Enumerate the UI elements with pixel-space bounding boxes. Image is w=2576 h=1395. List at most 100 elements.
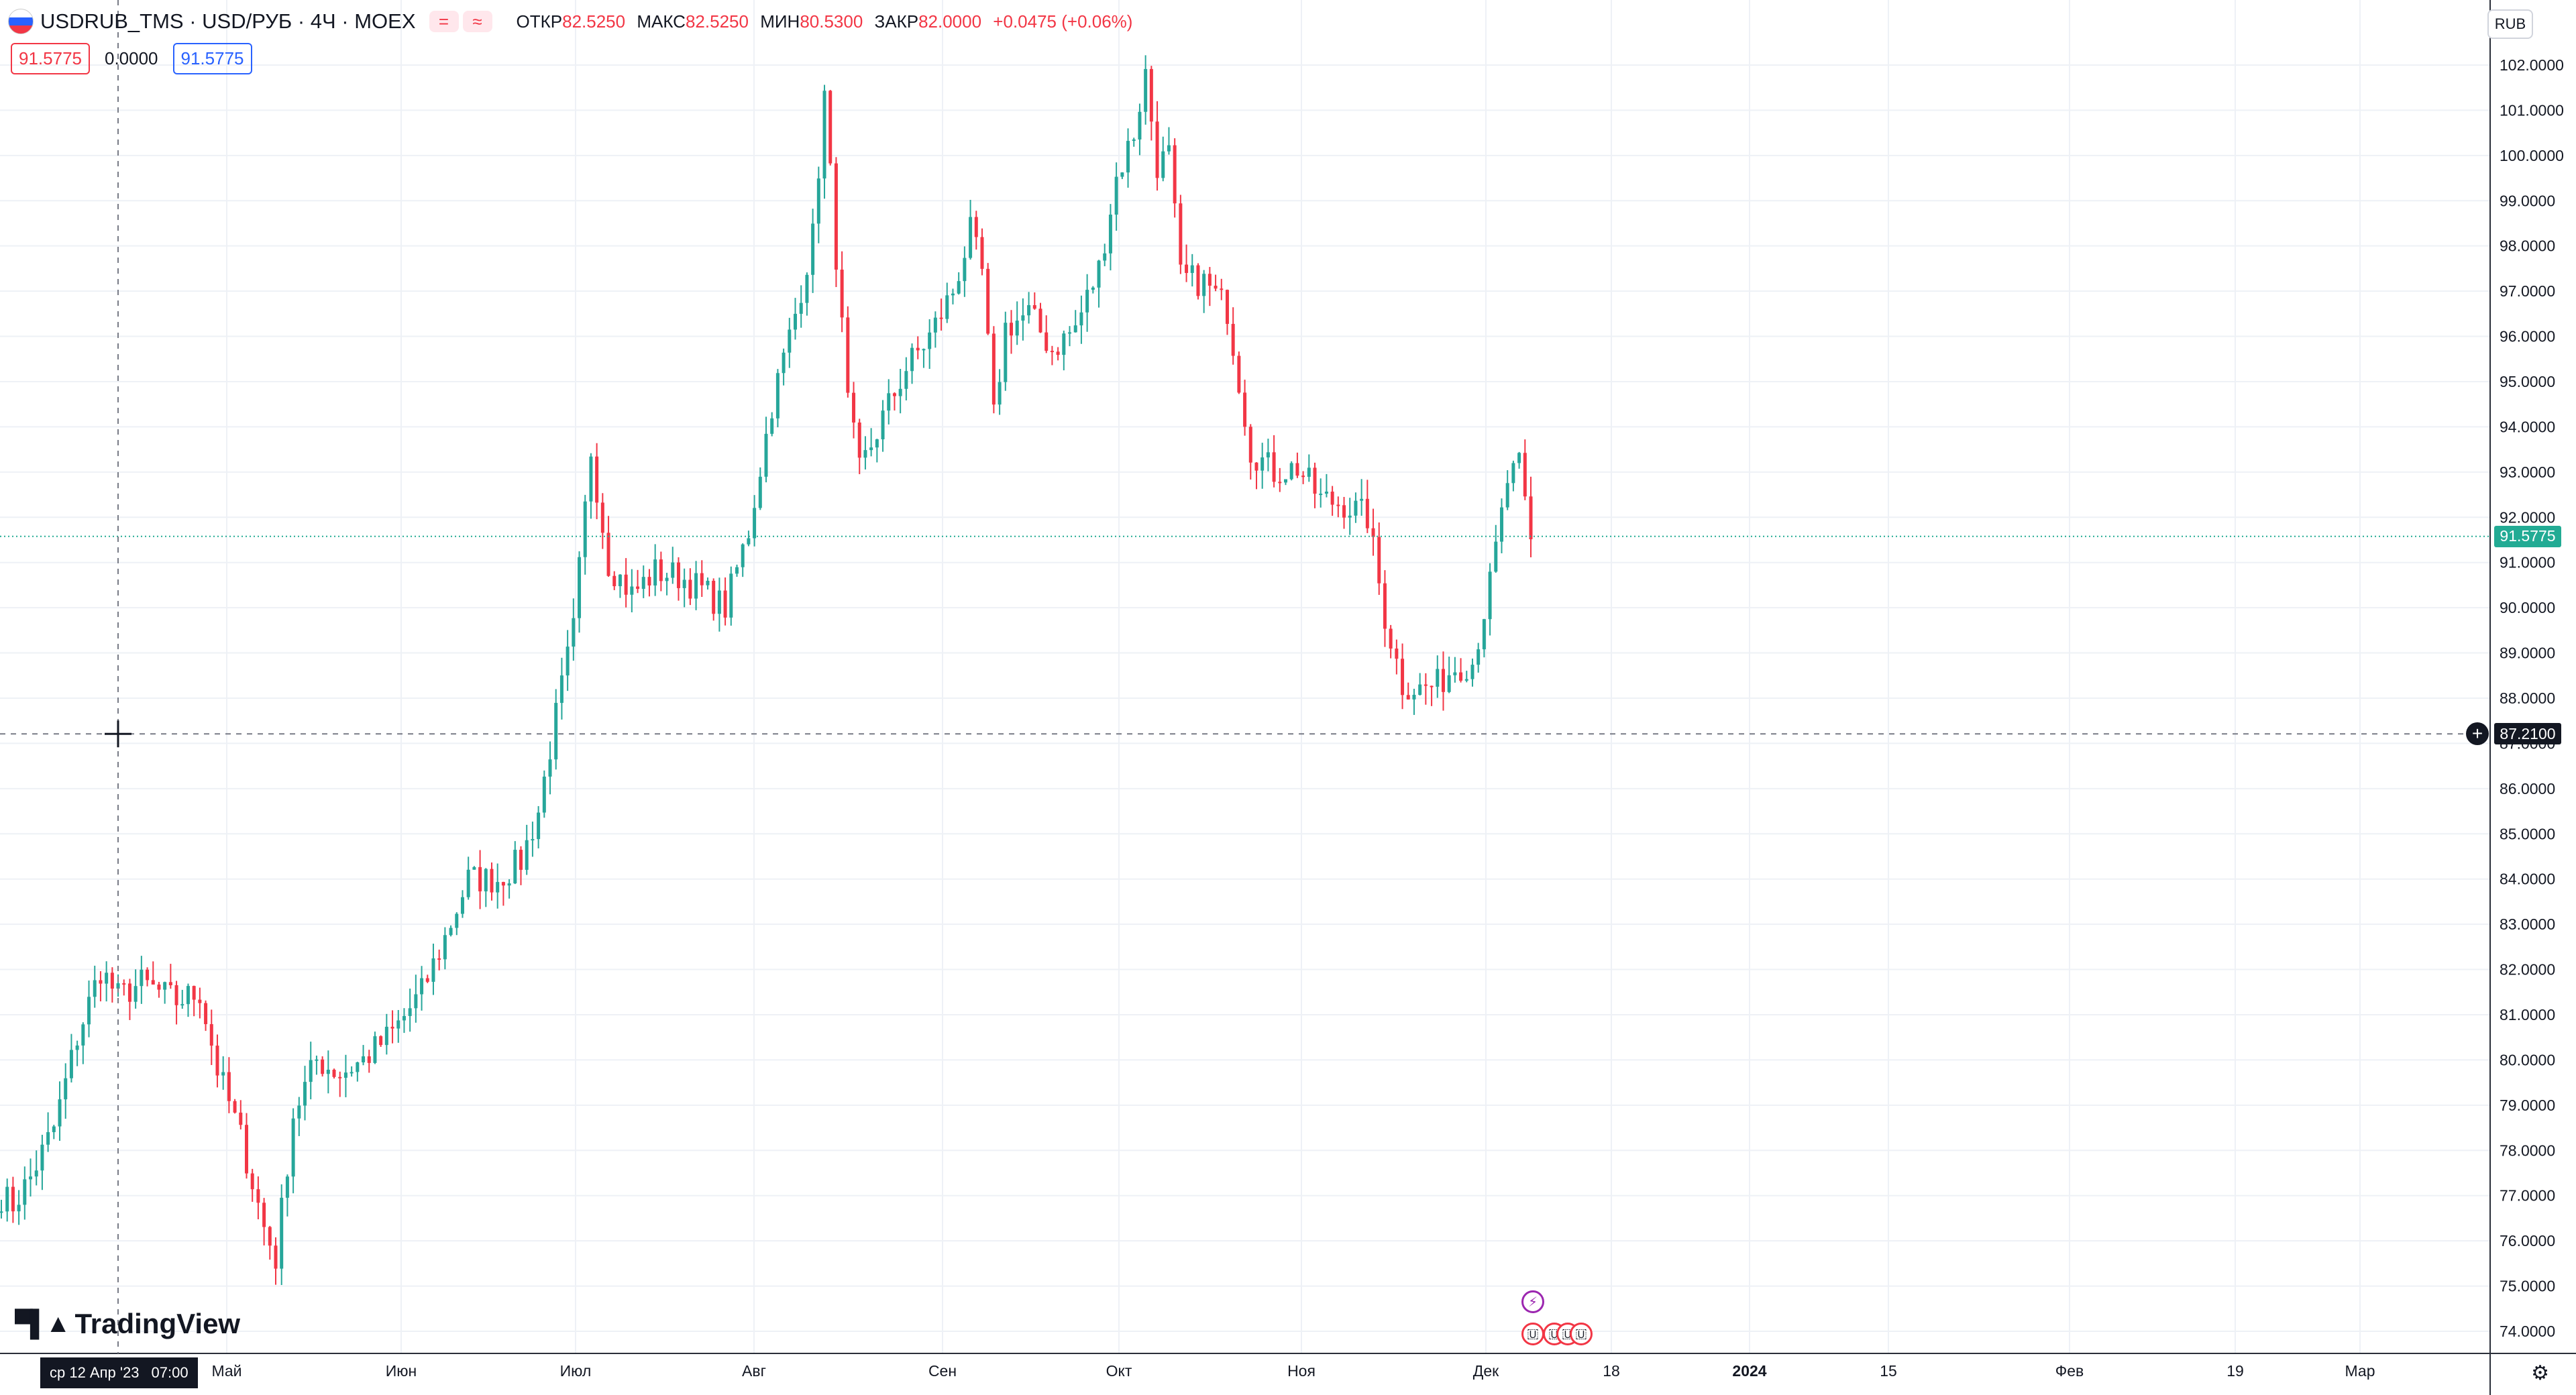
candle-body[interactable] bbox=[1511, 463, 1515, 484]
candle-body[interactable] bbox=[939, 317, 943, 319]
candle-body[interactable] bbox=[951, 293, 955, 296]
candle-body[interactable] bbox=[1284, 479, 1288, 483]
candle-body[interactable] bbox=[1482, 619, 1486, 650]
candle-body[interactable] bbox=[525, 840, 529, 870]
us-flag-event-icon[interactable]: 🇺 bbox=[1570, 1323, 1593, 1345]
candle-body[interactable] bbox=[963, 258, 967, 282]
candle-body[interactable] bbox=[321, 1059, 325, 1074]
currency-button[interactable]: RUB bbox=[2487, 9, 2533, 39]
candle-body[interactable] bbox=[753, 508, 757, 539]
candle-body[interactable] bbox=[431, 958, 435, 982]
candle-body[interactable] bbox=[1494, 541, 1498, 572]
candle-body[interactable] bbox=[501, 882, 505, 886]
candle-body[interactable] bbox=[408, 1008, 412, 1016]
candle-body[interactable] bbox=[578, 557, 582, 618]
candle-body[interactable] bbox=[46, 1132, 50, 1145]
candle-body[interactable] bbox=[583, 501, 587, 557]
candle-body[interactable] bbox=[1097, 260, 1101, 288]
candle-body[interactable] bbox=[712, 580, 716, 614]
candle-body[interactable] bbox=[140, 969, 144, 987]
candle-body[interactable] bbox=[659, 559, 663, 581]
candle-body[interactable] bbox=[1108, 214, 1112, 254]
candle-body[interactable] bbox=[1406, 695, 1410, 700]
candle-body[interactable] bbox=[414, 994, 418, 1009]
candle-body[interactable] bbox=[1248, 427, 1252, 463]
candle-body[interactable] bbox=[928, 332, 932, 349]
gear-icon[interactable]: ⚙ bbox=[2531, 1362, 2549, 1384]
candle-body[interactable] bbox=[741, 544, 745, 567]
candle-body[interactable] bbox=[519, 850, 523, 870]
candle-body[interactable] bbox=[496, 882, 500, 893]
candle-body[interactable] bbox=[1027, 305, 1031, 316]
candle-body[interactable] bbox=[811, 223, 815, 275]
buy-button[interactable]: 91.5775 bbox=[172, 43, 252, 74]
candle-body[interactable] bbox=[17, 1205, 21, 1212]
candle-body[interactable] bbox=[1190, 265, 1194, 274]
candle-body[interactable] bbox=[1068, 332, 1072, 334]
candle-body[interactable] bbox=[852, 392, 856, 423]
candle-body[interactable] bbox=[64, 1078, 68, 1100]
candle-body[interactable] bbox=[881, 410, 885, 440]
candle-body[interactable] bbox=[291, 1118, 295, 1177]
candle-body[interactable] bbox=[974, 217, 978, 237]
candle-body[interactable] bbox=[507, 883, 511, 886]
candle-body[interactable] bbox=[227, 1072, 231, 1101]
candle-body[interactable] bbox=[1360, 498, 1364, 501]
candle-body[interactable] bbox=[1499, 507, 1503, 542]
candle-body[interactable] bbox=[589, 456, 593, 502]
candle-body[interactable] bbox=[875, 439, 879, 448]
candle-body[interactable] bbox=[1202, 274, 1206, 296]
candle-body[interactable] bbox=[69, 1050, 73, 1078]
candle-body[interactable] bbox=[146, 969, 150, 981]
candle-body[interactable] bbox=[1330, 492, 1334, 505]
candle-body[interactable] bbox=[676, 562, 680, 588]
candle-body[interactable] bbox=[402, 1015, 406, 1021]
candle-body[interactable] bbox=[215, 1046, 219, 1076]
candle-body[interactable] bbox=[846, 317, 850, 393]
candle-body[interactable] bbox=[1021, 315, 1025, 321]
candle-body[interactable] bbox=[554, 703, 558, 760]
candle-body[interactable] bbox=[887, 393, 891, 411]
candle-body[interactable] bbox=[1348, 515, 1352, 518]
candle-body[interactable] bbox=[1126, 141, 1130, 173]
candle-body[interactable] bbox=[192, 986, 196, 1000]
candle-body[interactable] bbox=[437, 958, 441, 960]
candle-body[interactable] bbox=[957, 281, 961, 294]
candle-body[interactable] bbox=[244, 1125, 248, 1174]
candle-body[interactable] bbox=[362, 1056, 366, 1062]
candle-body[interactable] bbox=[1243, 392, 1247, 427]
candle-body[interactable] bbox=[1301, 476, 1305, 478]
candle-body[interactable] bbox=[5, 1186, 9, 1212]
candle-body[interactable] bbox=[122, 983, 126, 985]
candle-body[interactable] bbox=[694, 573, 698, 599]
candle-body[interactable] bbox=[356, 1062, 360, 1072]
candle-body[interactable] bbox=[1447, 675, 1451, 692]
candle-body[interactable] bbox=[1517, 453, 1521, 463]
candle-body[interactable] bbox=[1231, 323, 1235, 356]
candle-body[interactable] bbox=[478, 867, 482, 892]
candle-body[interactable] bbox=[916, 347, 920, 351]
sell-button[interactable]: 91.5775 bbox=[11, 43, 90, 74]
candle-body[interactable] bbox=[892, 393, 896, 396]
candle-body[interactable] bbox=[1324, 492, 1328, 494]
candle-body[interactable] bbox=[303, 1082, 307, 1106]
candle-body[interactable] bbox=[1266, 452, 1270, 458]
candle-body[interactable] bbox=[700, 573, 704, 585]
candle-body[interactable] bbox=[379, 1036, 383, 1046]
candle-body[interactable] bbox=[1412, 694, 1416, 700]
candle-body[interactable] bbox=[653, 559, 657, 585]
candle-body[interactable] bbox=[484, 869, 488, 892]
candle-body[interactable] bbox=[29, 1176, 33, 1180]
candle-body[interactable] bbox=[1114, 176, 1118, 215]
candle-body[interactable] bbox=[612, 575, 616, 587]
candle-body[interactable] bbox=[665, 577, 669, 581]
candle-body[interactable] bbox=[367, 1056, 371, 1063]
candle-body[interactable] bbox=[606, 533, 610, 576]
candle-body[interactable] bbox=[425, 978, 429, 982]
candle-body[interactable] bbox=[1004, 323, 1008, 382]
candle-body[interactable] bbox=[58, 1099, 62, 1127]
candle-body[interactable] bbox=[110, 972, 114, 989]
tradingview-logo[interactable]: ▀▌▲ TradingView bbox=[15, 1308, 240, 1340]
candle-body[interactable] bbox=[1453, 672, 1457, 675]
candle-body[interactable] bbox=[1430, 685, 1434, 687]
